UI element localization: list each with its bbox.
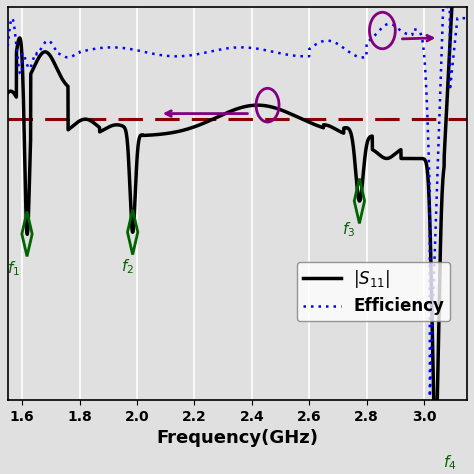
Text: $f_1$: $f_1$ (7, 259, 20, 278)
Text: $f_2$: $f_2$ (121, 257, 134, 276)
Legend: $|S_{11}|$, Efficiency: $|S_{11}|$, Efficiency (297, 262, 450, 321)
X-axis label: Frequency(GHz): Frequency(GHz) (156, 429, 319, 447)
Text: $f_3$: $f_3$ (342, 221, 356, 239)
Text: $f_4$: $f_4$ (443, 453, 456, 472)
